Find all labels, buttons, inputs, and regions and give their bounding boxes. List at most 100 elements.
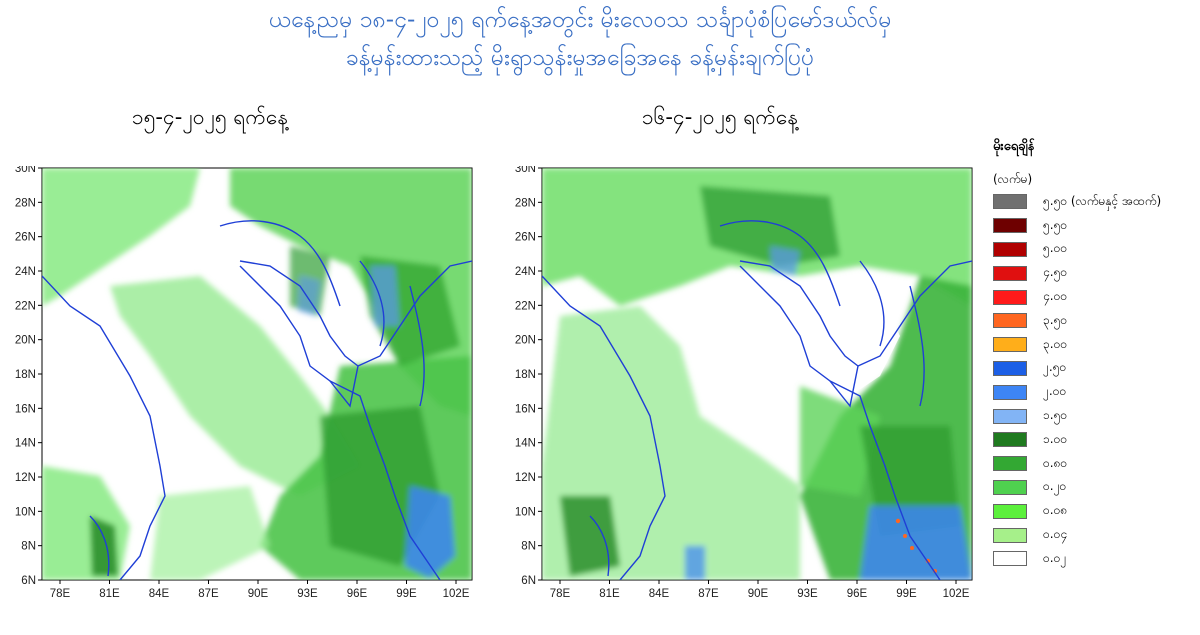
lat-tick-label: 12N xyxy=(515,472,536,484)
lat-tick-label: 14N xyxy=(15,438,36,450)
legend-item: ၅.၀၀ xyxy=(993,238,1198,262)
legend-label: ၀.၀၄ xyxy=(1043,527,1068,542)
legend-swatch xyxy=(993,456,1027,472)
lat-tick-label: 28N xyxy=(15,197,36,209)
lon-tick-label: 81E xyxy=(99,588,120,600)
legend-swatch xyxy=(993,384,1027,400)
lat-tick-label: 28N xyxy=(515,197,536,209)
legend-item: ၀.၈၀ xyxy=(993,452,1198,476)
legend-label: ၅.၅၀ xyxy=(1043,217,1068,232)
legend-label: ၃.၅၀ xyxy=(1043,312,1068,327)
legend-label: ၀.၀၈ xyxy=(1043,503,1068,518)
lon-tick-label: 102E xyxy=(443,588,470,600)
legend-title: မိုးရေချိန် xyxy=(993,139,1035,154)
map-title-line-1: ယနေ့ညမှ ၁၈-၄-၂၀၂၅ ရက်နေ့အတွင်း မိုးလေဝသ … xyxy=(268,7,892,33)
rainfall-map-2: 6N 8N 10N 12N 14N 16N 18N 20N 22N 24N 26N 28N 30N 78E… xyxy=(515,166,973,600)
lon-tick-label: 84E xyxy=(649,588,670,600)
legend-label: ၃.၀၀ xyxy=(1043,336,1068,351)
legend-label: ၀.၈၀ xyxy=(1043,455,1068,470)
legend-swatch xyxy=(993,408,1027,424)
map-date-label-2: ၁၆-၄-၂၀၂၅ ရက်နေ့ xyxy=(641,105,799,129)
lon-tick-label: 90E xyxy=(748,588,769,600)
lon-tick-label: 78E xyxy=(50,588,71,600)
legend-item: ၀.၀၈ xyxy=(993,499,1198,523)
legend-swatch xyxy=(993,289,1027,305)
lat-tick-label: 24N xyxy=(515,266,536,278)
rainfall-map-1: 6N 8N 10N 12N 14N 16N 18N 20N 22N 24N 26N 28N 30N 78E… xyxy=(15,166,473,600)
legend-swatch xyxy=(993,218,1027,234)
legend-label: ၂.၅၀ xyxy=(1043,360,1067,375)
lat-tick-label: 24N xyxy=(15,266,36,278)
legend-swatch xyxy=(993,265,1027,281)
lat-tick-label: 10N xyxy=(515,506,536,518)
legend-label: ၅.၀၀ xyxy=(1043,241,1068,256)
legend-label: ၀.၀၂ xyxy=(1043,550,1067,565)
legend-swatch xyxy=(993,360,1027,376)
legend-item: ၀.၂၀ xyxy=(993,476,1198,500)
legend-swatch xyxy=(993,432,1027,448)
lat-tick-label: 18N xyxy=(15,369,36,381)
legend-swatch xyxy=(993,527,1027,543)
lon-tick-label: 87E xyxy=(698,588,719,600)
lat-tick-label: 22N xyxy=(515,300,536,312)
lon-tick-label: 78E xyxy=(550,588,571,600)
lat-tick-label: 20N xyxy=(515,335,536,347)
legend-item: ၀.၀၄ xyxy=(993,523,1198,547)
legend-unit: (လက်မ) xyxy=(993,172,1033,186)
legend-swatch xyxy=(993,241,1027,257)
legend-label: ၀.၂၀ xyxy=(1043,479,1067,494)
legend-swatch xyxy=(993,479,1027,495)
legend-item: ၁.၅၀ xyxy=(993,404,1198,428)
lat-tick-label: 8N xyxy=(21,541,36,553)
lat-tick-label: 6N xyxy=(21,575,36,587)
lat-tick-label: 30N xyxy=(515,166,536,175)
legend-label: ၂.၀၀ xyxy=(1043,384,1067,399)
lat-tick-label: 26N xyxy=(515,232,536,244)
lat-tick-label: 16N xyxy=(15,403,36,415)
legend-label: ၅.၅၀ (လက်မနှင့် အထက်) xyxy=(1043,193,1162,208)
map-2-axes: 6N 8N 10N 12N 14N 16N 18N 20N 22N 24N 26N 28N 30N 78E… xyxy=(515,166,970,600)
legend-label: ၄.၅၀ xyxy=(1043,265,1068,280)
legend-swatch xyxy=(993,551,1027,567)
legend-swatch xyxy=(993,194,1027,210)
legend-item: ၃.၅၀ xyxy=(993,309,1198,333)
lat-tick-label: 6N xyxy=(521,575,536,587)
lat-tick-label: 20N xyxy=(15,335,36,347)
legend-label: ၄.၀၀ xyxy=(1043,289,1068,304)
lon-tick-label: 99E xyxy=(896,588,917,600)
lon-tick-label: 99E xyxy=(396,588,417,600)
legend-item: ၁.၀၀ xyxy=(993,428,1198,452)
lon-tick-label: 93E xyxy=(797,588,818,600)
legend-swatch xyxy=(993,337,1027,353)
lon-tick-label: 81E xyxy=(599,588,620,600)
legend-swatch xyxy=(993,313,1027,329)
legend-label: ၁.၅၀ xyxy=(1043,408,1068,423)
lat-tick-label: 26N xyxy=(15,232,36,244)
legend-item: ၄.၅၀ xyxy=(993,261,1198,285)
legend-item: ၄.၀၀ xyxy=(993,285,1198,309)
map-1-axes: 6N 8N 10N 12N 14N 16N 18N 20N 22N 24N 26N 28N 30N 78E… xyxy=(15,166,470,600)
lon-tick-label: 87E xyxy=(198,588,219,600)
lat-tick-label: 18N xyxy=(515,369,536,381)
legend-swatch xyxy=(993,503,1027,519)
lat-tick-label: 30N xyxy=(15,166,36,175)
map-date-label-1: ၁၅-၄-၂၀၂၅ ရက်နေ့ xyxy=(131,105,289,129)
lon-tick-label: 102E xyxy=(943,588,970,600)
lat-tick-label: 10N xyxy=(15,506,36,518)
legend-label: ၁.၀၀ xyxy=(1043,431,1068,446)
legend-item: ၅.၅၀ (လက်မနှင့် အထက်) xyxy=(993,190,1198,214)
lat-tick-label: 16N xyxy=(515,403,536,415)
lat-tick-label: 12N xyxy=(15,472,36,484)
legend-item: ၂.၀၀ xyxy=(993,380,1198,404)
lat-tick-label: 8N xyxy=(521,541,536,553)
lat-tick-label: 22N xyxy=(15,300,36,312)
rainfall-legend: ၅.၅၀ (လက်မနှင့် အထက်) ၅.၅၀၅.၀၀၄.၅၀၄.၀၀၃.၅… xyxy=(993,190,1198,571)
lon-tick-label: 96E xyxy=(347,588,368,600)
legend-item: ၃.၀၀ xyxy=(993,333,1198,357)
legend-item: ၅.၅၀ xyxy=(993,214,1198,238)
lat-tick-label: 14N xyxy=(515,438,536,450)
lon-tick-label: 93E xyxy=(297,588,318,600)
lon-tick-label: 90E xyxy=(248,588,269,600)
map-title-line-2: ခန့်မှန်းထားသည့် မိုးရွာသွန်းမှုအခြေအနေ … xyxy=(345,45,815,71)
legend-item: ၂.၅၀ xyxy=(993,357,1198,381)
